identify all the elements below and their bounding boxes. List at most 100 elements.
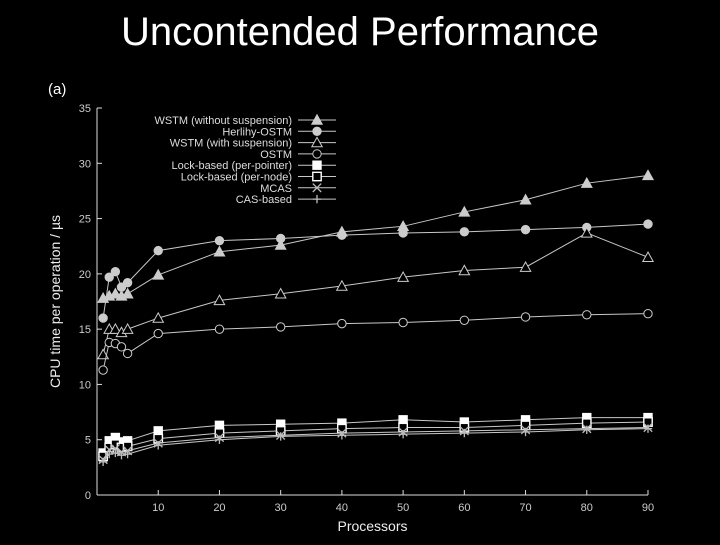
data-point xyxy=(641,169,655,181)
series-4 xyxy=(98,412,653,458)
legend-item: WSTM (with suspension) xyxy=(170,136,336,150)
data-point xyxy=(398,429,408,439)
legend-marker xyxy=(312,160,322,170)
data-point xyxy=(275,322,286,332)
x-tick-label: 10 xyxy=(152,502,164,514)
series-0 xyxy=(97,169,655,303)
legend-marker xyxy=(312,194,322,204)
data-point xyxy=(519,193,532,205)
x-tick-label: 30 xyxy=(275,502,287,514)
data-point xyxy=(215,435,224,444)
data-point xyxy=(337,318,347,329)
series-line xyxy=(102,174,649,299)
y-axis-label: CPU time per operation / µs xyxy=(47,215,63,388)
data-point xyxy=(398,317,408,328)
series-1 xyxy=(98,219,653,323)
data-point xyxy=(397,270,410,282)
data-point xyxy=(213,245,226,257)
x-tick-label: 50 xyxy=(397,502,409,514)
data-point xyxy=(116,342,127,352)
data-point xyxy=(110,443,121,454)
data-point xyxy=(641,251,655,262)
series-7 xyxy=(98,424,653,467)
data-point xyxy=(582,425,591,434)
y-tick-label: 25 xyxy=(79,214,91,226)
legend-item: Lock-based (per-pointer) xyxy=(172,160,336,172)
data-point xyxy=(98,457,108,467)
line-chart: (a) 0 5 10 15 20 25 30 35 10 20 30 40 50 60 70 80 90 Proce… xyxy=(47,81,655,534)
legend-marker xyxy=(312,126,322,136)
data-point xyxy=(520,312,531,322)
data-point xyxy=(643,308,653,319)
legend-label: Lock-based (per-pointer) xyxy=(172,160,292,172)
data-point xyxy=(123,449,132,459)
x-tick-label: 60 xyxy=(458,502,470,514)
legend-item: WSTM (without suspension) xyxy=(154,113,336,127)
data-point xyxy=(214,324,225,334)
legend-label: Lock-based (per-node) xyxy=(181,172,292,184)
data-point xyxy=(117,450,126,460)
data-point xyxy=(121,287,134,299)
data-point xyxy=(460,428,469,438)
series-line xyxy=(102,428,649,463)
data-point xyxy=(458,264,471,276)
x-axis-label: Processors xyxy=(337,518,407,534)
legend-item: OSTM xyxy=(260,149,336,161)
data-point xyxy=(122,348,133,359)
legend-marker xyxy=(310,136,324,148)
legend-label: WSTM (with suspension) xyxy=(170,138,292,150)
legend-marker xyxy=(312,171,322,182)
data-point xyxy=(459,315,470,325)
data-point xyxy=(122,278,133,288)
data-point xyxy=(398,228,408,238)
data-point xyxy=(519,260,532,272)
series-line xyxy=(102,223,649,319)
data-point xyxy=(337,431,347,440)
legend-marker xyxy=(310,113,324,125)
series-line xyxy=(102,421,649,457)
data-point xyxy=(643,424,653,433)
data-point xyxy=(274,287,287,299)
legend-label: CAS-based xyxy=(236,194,292,206)
panel-label: (a) xyxy=(48,81,66,98)
x-tick-label: 80 xyxy=(581,502,593,514)
data-point xyxy=(276,432,285,441)
series-line xyxy=(102,427,649,460)
y-tick-label: 0 xyxy=(85,490,91,502)
data-point xyxy=(152,268,165,280)
y-tick-label: 20 xyxy=(79,269,91,281)
slide-title: Uncontended Performance xyxy=(120,10,600,54)
legend-item: Herlihy-OSTM xyxy=(222,126,336,138)
data-point xyxy=(521,427,530,437)
data-point xyxy=(213,294,226,306)
series-line xyxy=(102,232,649,355)
data-point xyxy=(109,322,122,334)
data-point xyxy=(459,227,470,237)
legend-label: WSTM (without suspension) xyxy=(154,115,292,127)
x-tick-label: 20 xyxy=(213,502,225,514)
series-line xyxy=(102,313,649,371)
data-point xyxy=(580,176,593,188)
data-point xyxy=(520,224,531,235)
legend-item: MCAS xyxy=(260,183,336,195)
legend-label: Herlihy-OSTM xyxy=(222,126,292,138)
legend-marker xyxy=(312,149,322,159)
y-tick-label: 30 xyxy=(79,158,91,170)
data-point xyxy=(274,238,287,250)
legend-marker xyxy=(312,183,322,193)
data-point xyxy=(153,328,163,339)
data-point xyxy=(335,279,348,291)
data-point xyxy=(337,230,347,240)
series-5 xyxy=(98,417,653,462)
data-point xyxy=(582,310,592,320)
y-tick-label: 15 xyxy=(79,324,91,336)
data-point xyxy=(580,226,593,238)
legend: WSTM (without suspension)Herlihy-OSTMWST… xyxy=(154,113,336,206)
x-tick-label: 40 xyxy=(336,502,348,514)
data-point xyxy=(121,322,134,334)
data-point xyxy=(153,245,163,256)
legend-item: CAS-based xyxy=(236,194,336,206)
data-point xyxy=(109,287,122,299)
x-tick-label: 70 xyxy=(519,502,531,514)
chart-container: (a) 0 5 10 15 20 25 30 35 10 20 30 40 50 60 70 80 90 Proce… xyxy=(40,70,680,540)
